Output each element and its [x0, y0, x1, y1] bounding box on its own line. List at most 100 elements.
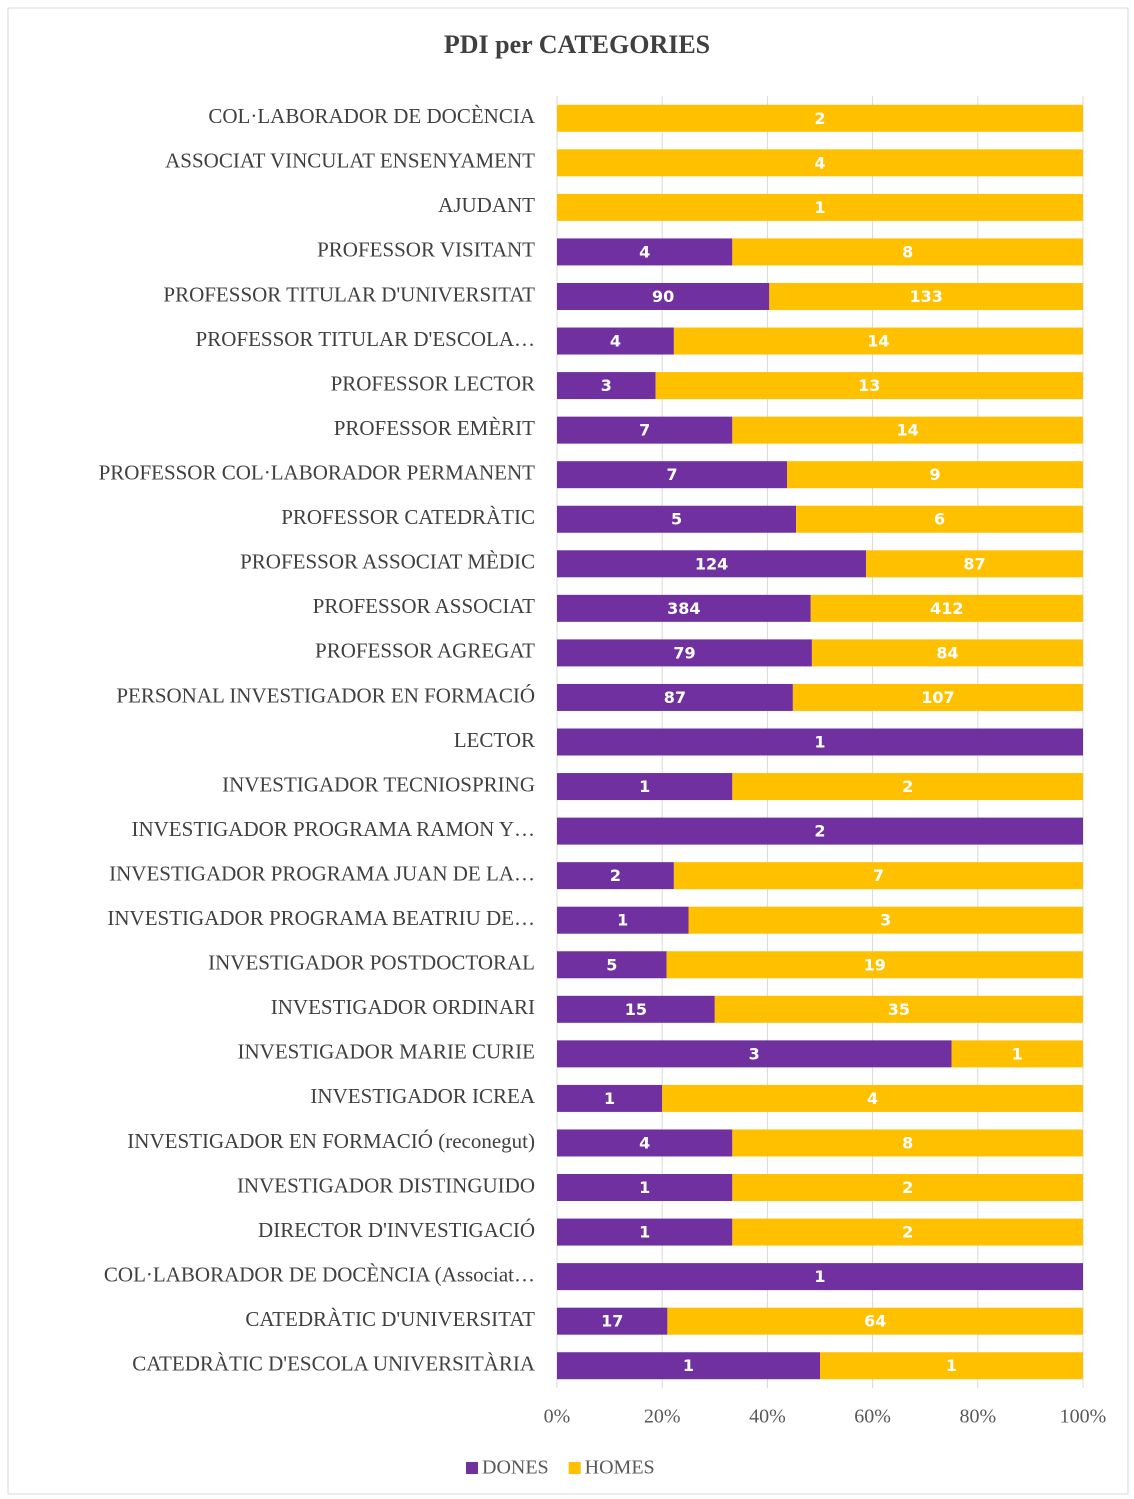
data-label: 3 [880, 911, 891, 930]
bar-segment [866, 550, 1083, 578]
y-tick-label: PERSONAL INVESTIGADOR EN FORMACIÓ [116, 683, 535, 707]
y-tick-label: INVESTIGADOR EN FORMACIÓ (reconegut) [127, 1129, 535, 1153]
x-tick-label: 0% [544, 1406, 571, 1428]
bar-segment [811, 639, 1083, 667]
data-label: 17 [601, 1312, 623, 1331]
data-label: 14 [897, 421, 919, 440]
data-label: 7 [639, 421, 650, 440]
legend-swatch [568, 1462, 581, 1474]
bar-segment [732, 416, 1083, 444]
y-tick-label: INVESTIGADOR PROGRAMA JUAN DE LA… [109, 861, 535, 885]
data-label: 2 [902, 1178, 913, 1197]
data-label: 13 [858, 376, 880, 395]
data-label: 1 [639, 1178, 650, 1197]
data-label: 1 [814, 733, 825, 752]
bar-segment [557, 1040, 952, 1068]
bar-segment [557, 1218, 733, 1246]
data-label: 6 [934, 510, 945, 529]
bar-segment [557, 416, 733, 444]
bar-segment [787, 461, 1083, 489]
x-tick-label: 60% [854, 1406, 891, 1428]
data-label: 14 [867, 332, 889, 351]
data-label: 8 [902, 1133, 913, 1152]
bar-segment [688, 906, 1083, 934]
data-label: 15 [625, 1000, 647, 1019]
bar-segment [557, 639, 812, 667]
y-tick-label: INVESTIGADOR ORDINARI [271, 995, 535, 1019]
bar-segment [557, 817, 1083, 845]
y-tick-label: PROFESSOR VISITANT [317, 238, 535, 262]
data-label: 5 [606, 955, 617, 974]
bar-segment [769, 282, 1083, 310]
data-label: 35 [888, 1000, 910, 1019]
data-label: 1 [639, 777, 650, 796]
x-tick-label: 20% [644, 1406, 681, 1428]
y-tick-label: INVESTIGADOR PROGRAMA RAMON Y… [131, 817, 535, 841]
y-tick-label: ASSOCIAT VINCULAT ENSENYAMENT [165, 149, 535, 173]
y-tick-label: INVESTIGADOR DISTINGUIDO [237, 1173, 535, 1197]
data-label: 384 [667, 599, 700, 618]
data-label: 9 [929, 465, 940, 484]
bar-segment [557, 995, 715, 1023]
x-tick-label: 40% [749, 1406, 786, 1428]
y-tick-label: INVESTIGADOR MARIE CURIE [238, 1040, 536, 1064]
y-tick-label: INVESTIGADOR ICREA [310, 1084, 535, 1108]
bar-segment [557, 1307, 668, 1335]
y-tick-label: PROFESSOR AGREGAT [315, 639, 535, 663]
bar-segment [557, 1352, 820, 1380]
legend-swatch [466, 1462, 478, 1474]
bar-segment [662, 1084, 1083, 1112]
data-label: 2 [814, 822, 825, 841]
data-label: 4 [639, 1133, 650, 1152]
y-tick-label: LECTOR [454, 728, 535, 752]
bar-segment [557, 550, 867, 578]
bar-segment [557, 282, 770, 310]
data-label: 3 [749, 1044, 760, 1063]
data-label: 1 [814, 1267, 825, 1286]
data-label: 412 [930, 599, 963, 618]
y-tick-label: PROFESSOR CATEDRÀTIC [281, 505, 535, 529]
bar-segment [557, 906, 689, 934]
bar-segment [666, 951, 1083, 979]
data-label: 1 [1012, 1044, 1023, 1063]
bar-segment [557, 951, 667, 979]
bar-segment [557, 327, 674, 355]
y-tick-label: PROFESSOR EMÈRIT [334, 416, 535, 440]
data-label: 1 [604, 1089, 615, 1108]
y-tick-label: INVESTIGADOR POSTDOCTORAL [208, 951, 535, 975]
chart-title: PDI per CATEGORIES [444, 30, 710, 59]
bar-segment [673, 327, 1083, 355]
legend-label: DONES [482, 1457, 549, 1479]
data-label: 4 [639, 242, 650, 261]
bar-segment [557, 1084, 663, 1112]
data-label: 1 [617, 911, 628, 930]
bar-segment [557, 594, 811, 622]
bar-segment [655, 372, 1083, 400]
data-label: 7 [666, 465, 677, 484]
bar-segment [557, 1263, 1083, 1291]
data-label: 133 [909, 287, 942, 306]
bar-segment [557, 862, 674, 890]
y-tick-label: PROFESSOR ASSOCIAT MÈDIC [240, 550, 535, 574]
data-label: 4 [610, 332, 621, 351]
data-label: 2 [610, 866, 621, 885]
data-label: 19 [864, 955, 886, 974]
data-label: 1 [814, 198, 825, 217]
bar-segment [557, 461, 788, 489]
y-tick-label: CATEDRÀTIC D'UNIVERSITAT [245, 1307, 535, 1331]
y-tick-label: PROFESSOR COL·LABORADOR PERMANENT [99, 461, 536, 485]
bar-segment [557, 149, 1083, 177]
data-label: 87 [963, 554, 985, 573]
bar-segment [732, 1129, 1083, 1157]
data-label: 2 [902, 777, 913, 796]
data-label: 5 [671, 510, 682, 529]
data-label: 79 [673, 643, 695, 662]
data-label: 7 [873, 866, 884, 885]
bar-segment [732, 1174, 1083, 1202]
y-tick-label: INVESTIGADOR TECNIOSPRING [222, 772, 535, 796]
data-label: 2 [814, 109, 825, 128]
bar-segment [557, 1129, 733, 1157]
data-label: 1 [946, 1356, 957, 1375]
data-label: 84 [936, 643, 958, 662]
x-tick-label: 100% [1060, 1406, 1107, 1428]
